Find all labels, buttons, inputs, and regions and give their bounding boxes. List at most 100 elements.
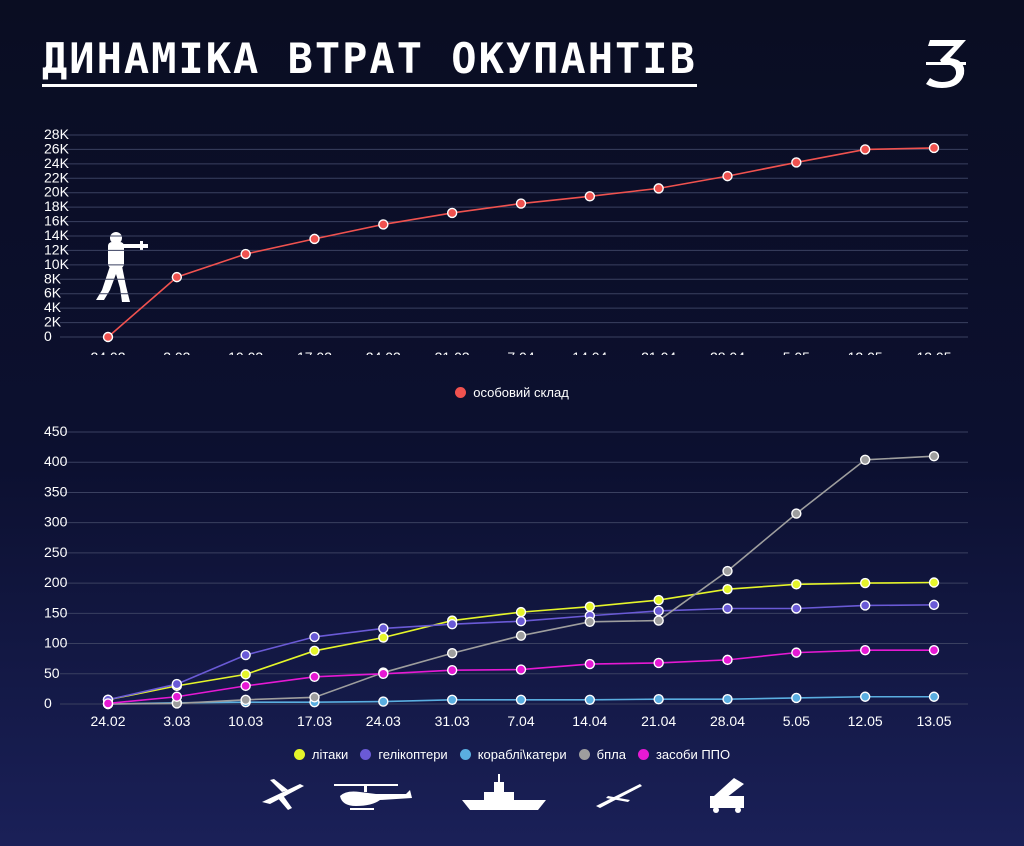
legend-item-drones: бпла: [578, 747, 626, 762]
data-point: [446, 619, 458, 630]
x-tick-label: 24.03: [366, 713, 401, 729]
y-tick-label: 20K: [44, 184, 70, 200]
equipment-icons: [262, 774, 744, 813]
airplane-icon: [262, 779, 304, 810]
data-point: [859, 144, 871, 155]
data-point: [309, 692, 320, 703]
air-defense-icon: [710, 778, 744, 813]
y-tick-label: 12K: [44, 241, 70, 257]
y-tick-label: 22K: [44, 169, 70, 185]
legend-item-aircraft: літаки: [293, 747, 349, 762]
series-line: [107, 581, 935, 701]
y-tick-label: 450: [44, 423, 68, 439]
data-point: [791, 692, 802, 704]
logo-icon: [926, 40, 966, 88]
legend-dot-air-defense: [637, 749, 649, 760]
equipment-chart: 0 50 100 150 200 250 300 350 400 450 24.02 3.03 10.0…: [44, 423, 968, 729]
ship-icon: [462, 774, 546, 810]
data-point: [653, 594, 664, 606]
x-tick-label: 17.03: [297, 713, 332, 729]
data-point: [859, 454, 871, 466]
data-point: [515, 198, 527, 209]
y-tick-label: 250: [44, 544, 68, 560]
x-tick-label: 13.05: [916, 713, 951, 729]
data-point: [515, 615, 527, 627]
legend-label-air-defense: засоби ППО: [655, 747, 731, 762]
drone-icon: [596, 784, 642, 808]
legend-item-helicopters: гелікоптери: [360, 747, 448, 762]
y-tick-label: 16K: [44, 213, 70, 229]
data-point: [859, 691, 871, 702]
y-tick-label: 24K: [44, 155, 70, 171]
x-tick-label: 21.04: [641, 349, 676, 355]
data-point: [378, 219, 389, 230]
data-point: [653, 615, 664, 626]
y-tick-label: 26K: [44, 140, 70, 156]
data-point: [928, 691, 940, 702]
data-point: [240, 248, 251, 260]
x-tick-label: 28.04: [710, 713, 745, 729]
data-point: [584, 694, 596, 705]
y-tick-label: 6K: [44, 285, 62, 301]
data-point: [240, 669, 251, 680]
data-point: [722, 565, 733, 577]
data-point: [584, 601, 596, 612]
x-tick-label: 28.04: [710, 349, 745, 355]
y-tick-label: 400: [44, 453, 68, 469]
data-point: [515, 630, 527, 641]
data-point: [928, 577, 940, 588]
legend-item-ships: кораблі\катери: [459, 747, 567, 762]
data-point: [446, 648, 458, 659]
data-point: [791, 157, 802, 168]
data-point: [722, 603, 733, 614]
y-tick-label: 200: [44, 574, 68, 590]
x-tick-label: 14.04: [572, 713, 607, 729]
data-point: [653, 657, 664, 669]
data-point: [515, 606, 527, 618]
y-tick-label: 100: [44, 635, 68, 651]
x-tick-label: 7.04: [507, 713, 534, 729]
x-tick-label: 5.05: [783, 349, 810, 355]
x-tick-label: 7.04: [507, 349, 534, 355]
y-tick-label: 300: [44, 514, 68, 530]
helicopter-icon: [334, 784, 412, 810]
data-point: [309, 645, 320, 657]
legend-label-helicopters: гелікоптери: [378, 747, 448, 762]
legend-item-air-defense: засоби ППО: [637, 747, 731, 762]
data-point: [515, 694, 527, 705]
data-point: [446, 207, 458, 219]
data-point: [446, 694, 458, 705]
data-point: [722, 170, 733, 182]
data-point: [859, 577, 871, 589]
data-point: [171, 678, 183, 690]
x-tick-label: 24.03: [366, 349, 401, 355]
x-tick-label: 21.04: [641, 713, 676, 729]
legend-dot-helicopters: [360, 749, 372, 760]
y-tick-label: 18K: [44, 198, 70, 214]
data-point: [584, 191, 596, 202]
data-point: [859, 600, 871, 611]
legend-label-ships: кораблі\катери: [477, 747, 567, 762]
legend-dot-drones: [578, 749, 590, 760]
personnel-legend: особовий склад: [0, 385, 1024, 400]
x-tick-label: 31.03: [435, 713, 470, 729]
page-title: ДИНАМІКА ВТРАТ ОКУПАНТІВ: [42, 36, 697, 87]
x-tick-label: 31.03: [435, 349, 470, 355]
data-point: [584, 616, 596, 627]
y-tick-label: 4K: [44, 299, 62, 315]
data-point: [928, 599, 940, 611]
data-point: [378, 696, 389, 707]
x-tick-label: 3.03: [163, 713, 190, 729]
y-tick-label: 8K: [44, 270, 62, 286]
data-point: [791, 603, 802, 614]
data-point: [722, 693, 733, 705]
legend-label-aircraft: літаки: [311, 747, 349, 762]
equipment-legend: літаки гелікоптери кораблі\катери бпла з…: [0, 747, 1024, 762]
x-tick-label: 5.05: [783, 713, 810, 729]
data-point: [928, 450, 940, 462]
data-point: [928, 142, 940, 154]
data-point: [240, 680, 251, 692]
x-tick-label: 24.02: [90, 349, 125, 355]
data-point: [171, 271, 183, 283]
